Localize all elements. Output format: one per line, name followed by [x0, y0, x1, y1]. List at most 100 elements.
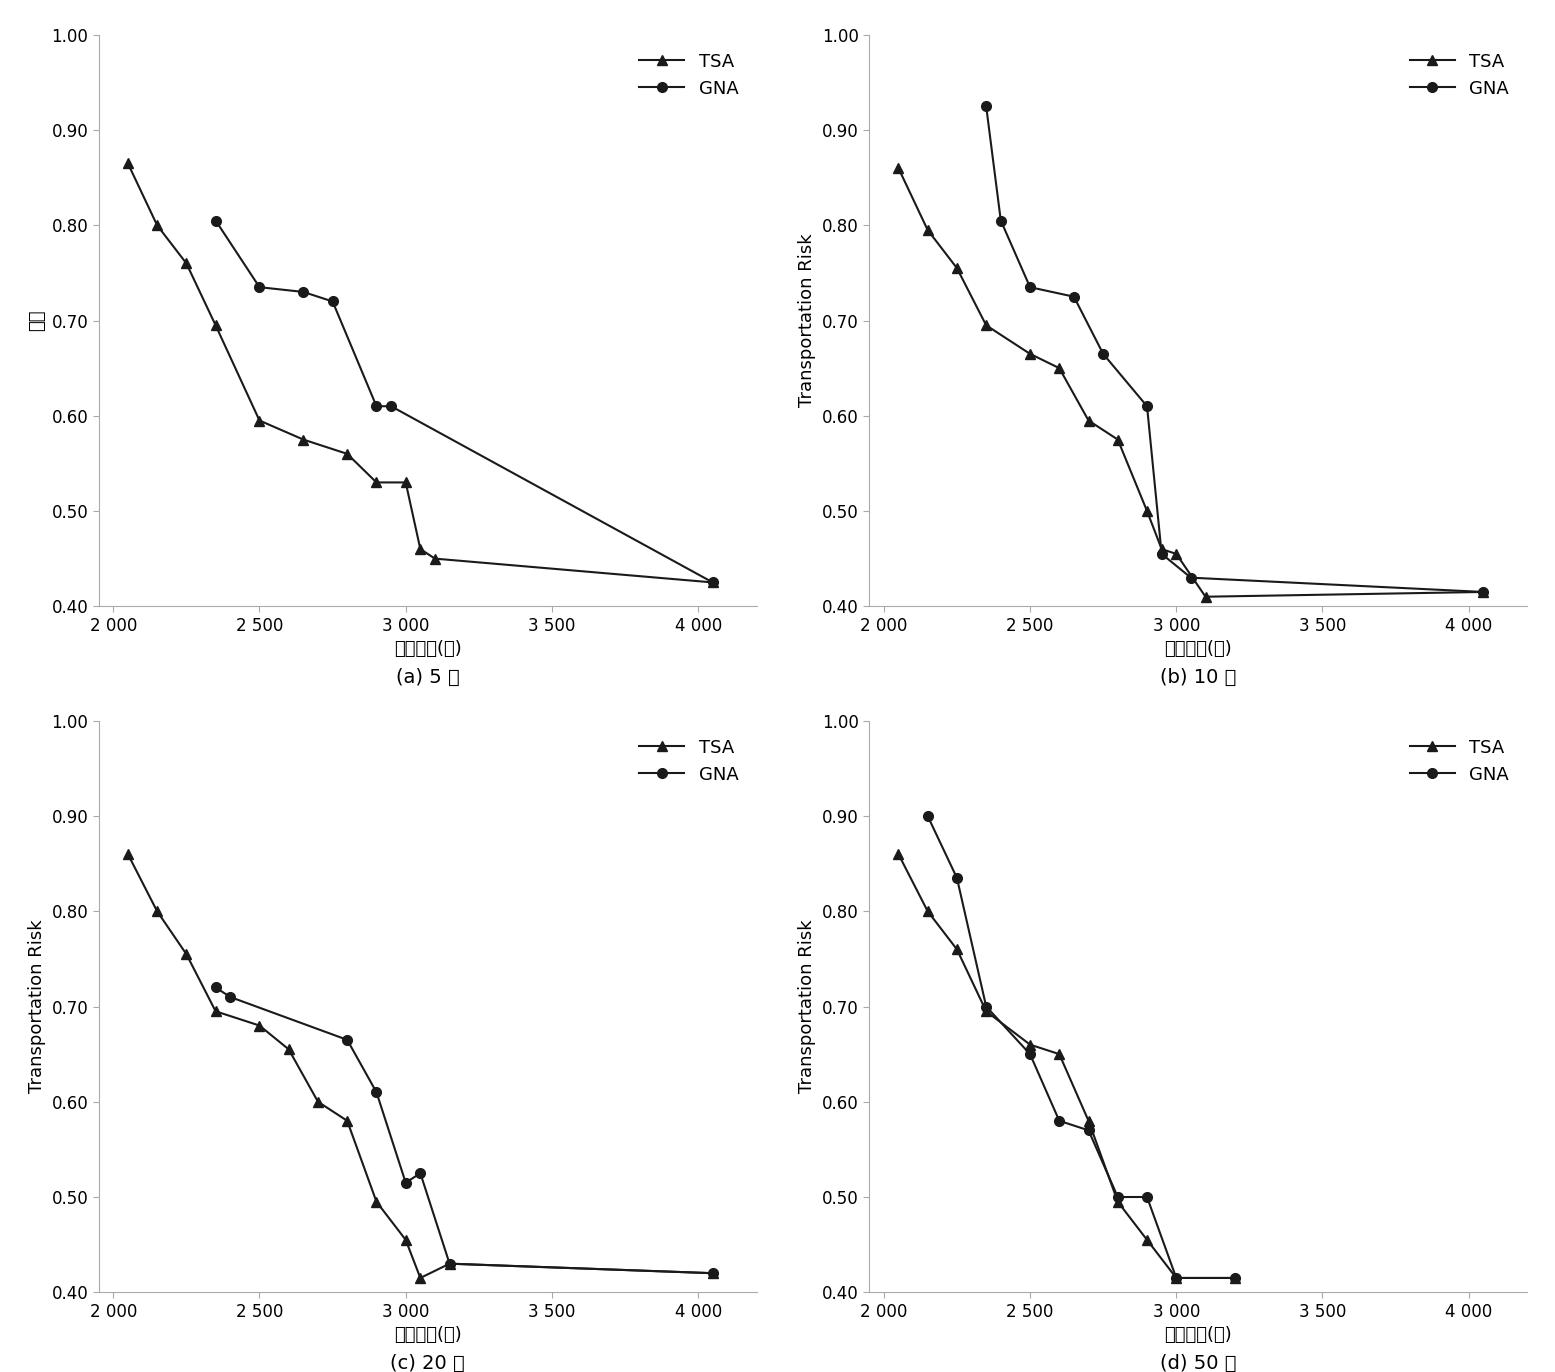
TSA	[118, 847, 137, 863]
TSA	[308, 1093, 327, 1110]
X-axis label: 运输成本(元): 运输成本(元)	[393, 1327, 462, 1345]
TSA	[177, 255, 196, 272]
TSA	[1020, 346, 1039, 362]
GNA	[1152, 546, 1171, 563]
Legend: TSA, GNA: TSA, GNA	[1401, 730, 1518, 793]
TSA	[1079, 1113, 1098, 1129]
TSA	[250, 413, 269, 429]
TSA	[148, 903, 166, 919]
TSA	[440, 1255, 459, 1272]
TSA	[337, 1113, 356, 1129]
GNA	[703, 575, 722, 591]
TSA	[977, 317, 995, 333]
Y-axis label: Transportation Risk: Transportation Risk	[28, 919, 45, 1093]
TSA	[1020, 1036, 1039, 1052]
Legend: TSA, GNA: TSA, GNA	[1401, 44, 1518, 107]
GNA	[337, 1032, 356, 1048]
TSA	[1109, 1194, 1127, 1210]
TSA	[294, 431, 313, 447]
Line: TSA: TSA	[123, 849, 718, 1283]
GNA	[1138, 1188, 1157, 1205]
TSA	[1138, 1232, 1157, 1249]
TSA	[250, 1017, 269, 1033]
GNA	[1474, 583, 1493, 600]
GNA	[947, 870, 966, 886]
Y-axis label: Transportation Risk: Transportation Risk	[798, 919, 816, 1093]
GNA	[1138, 398, 1157, 414]
Line: GNA: GNA	[981, 102, 1488, 597]
Line: TSA: TSA	[894, 849, 1239, 1283]
TSA	[118, 155, 137, 172]
GNA	[367, 1084, 386, 1100]
TSA	[1474, 583, 1493, 600]
TSA	[1166, 1269, 1185, 1286]
TSA	[1166, 546, 1185, 563]
Text: (d) 50 代: (d) 50 代	[1160, 1354, 1236, 1372]
GNA	[207, 213, 225, 229]
Text: (b) 10 代: (b) 10 代	[1160, 668, 1236, 687]
Line: GNA: GNA	[211, 215, 718, 587]
GNA	[250, 279, 269, 295]
TSA	[280, 1041, 299, 1058]
Text: (a) 5 代: (a) 5 代	[397, 668, 460, 687]
GNA	[992, 213, 1011, 229]
TSA	[703, 575, 722, 591]
GNA	[919, 808, 938, 825]
GNA	[1109, 1188, 1127, 1205]
GNA	[1225, 1269, 1244, 1286]
GNA	[440, 1255, 459, 1272]
TSA	[977, 1003, 995, 1019]
GNA	[977, 999, 995, 1015]
Y-axis label: Transportation Risk: Transportation Risk	[798, 233, 816, 407]
GNA	[1079, 1122, 1098, 1139]
Y-axis label: 风险: 风险	[28, 310, 45, 331]
X-axis label: 运输成本(元): 运输成本(元)	[393, 641, 462, 659]
Line: GNA: GNA	[922, 811, 1239, 1283]
X-axis label: 运输成本(元): 运输成本(元)	[1165, 641, 1232, 659]
TSA	[397, 1232, 415, 1249]
TSA	[1138, 502, 1157, 519]
Line: TSA: TSA	[894, 163, 1488, 601]
TSA	[177, 945, 196, 962]
TSA	[919, 903, 938, 919]
GNA	[1093, 346, 1112, 362]
TSA	[947, 259, 966, 276]
GNA	[383, 398, 401, 414]
TSA	[889, 161, 908, 177]
GNA	[1020, 1045, 1039, 1062]
GNA	[323, 294, 342, 310]
TSA	[1079, 413, 1098, 429]
GNA	[1182, 569, 1200, 586]
GNA	[207, 980, 225, 996]
GNA	[1020, 279, 1039, 295]
TSA	[1109, 431, 1127, 447]
GNA	[411, 1165, 429, 1181]
TSA	[426, 550, 445, 567]
TSA	[703, 1265, 722, 1281]
TSA	[337, 446, 356, 462]
GNA	[1166, 1269, 1185, 1286]
GNA	[1050, 1113, 1068, 1129]
GNA	[703, 1265, 722, 1281]
Line: TSA: TSA	[123, 159, 718, 587]
TSA	[397, 475, 415, 491]
TSA	[889, 847, 908, 863]
TSA	[1196, 589, 1214, 605]
GNA	[977, 97, 995, 114]
GNA	[397, 1174, 415, 1191]
GNA	[294, 284, 313, 300]
TSA	[411, 541, 429, 557]
TSA	[367, 475, 386, 491]
TSA	[207, 317, 225, 333]
Legend: TSA, GNA: TSA, GNA	[630, 44, 748, 107]
TSA	[1152, 541, 1171, 557]
TSA	[207, 1003, 225, 1019]
TSA	[148, 217, 166, 233]
TSA	[411, 1269, 429, 1286]
TSA	[919, 222, 938, 239]
TSA	[367, 1194, 386, 1210]
TSA	[947, 941, 966, 958]
X-axis label: 运输成本(元): 运输成本(元)	[1165, 1327, 1232, 1345]
Legend: TSA, GNA: TSA, GNA	[630, 730, 748, 793]
TSA	[1225, 1269, 1244, 1286]
